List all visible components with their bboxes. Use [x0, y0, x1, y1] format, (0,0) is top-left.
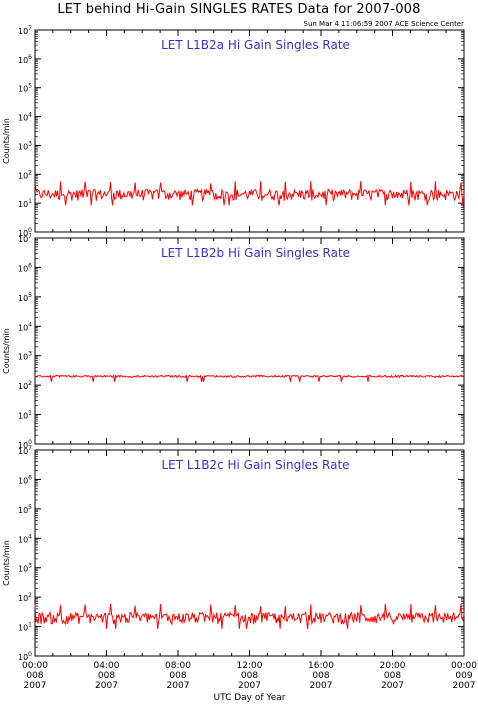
y-axis-label: Counts/min: [2, 540, 11, 586]
page-title: LET behind Hi-Gain SINGLES RATES Data fo…: [57, 2, 421, 17]
x-tick-time: 20:00: [380, 661, 406, 671]
x-tick-time: 16:00: [308, 661, 334, 671]
y-tick-label: 106: [18, 262, 32, 273]
y-tick-label: 104: [18, 321, 32, 332]
y-tick-label: 101: [18, 622, 32, 633]
plot-frame-1: [34, 29, 465, 233]
x-tick-doy: 008: [384, 671, 401, 681]
rate-trace-3: [34, 603, 465, 629]
y-tick-label: 102: [18, 169, 32, 180]
x-tick-doy: 008: [26, 671, 43, 681]
x-tick-year: 2007: [24, 681, 47, 691]
x-tick-year: 2007: [95, 681, 118, 691]
y-tick-label: 106: [18, 54, 32, 65]
y-axis-label: Counts/min: [2, 118, 11, 164]
x-tick-doy: 008: [98, 671, 115, 681]
x-tick-time: 00:00: [22, 661, 48, 671]
y-tick-label: 100: [18, 439, 32, 450]
rate-trace-1: [34, 181, 465, 206]
y-tick-label: 103: [18, 351, 32, 362]
y-tick-label: 107: [18, 233, 32, 244]
x-tick-doy: 009: [455, 671, 472, 681]
panel-title-2: LET L1B2b Hi Gain Singles Rate: [161, 246, 350, 260]
y-tick-label: 107: [18, 445, 32, 456]
y-tick-label: 106: [18, 474, 32, 485]
y-tick-label: 101: [18, 198, 32, 209]
x-tick-doy: 008: [312, 671, 329, 681]
y-tick-label: 105: [18, 504, 32, 515]
x-tick-doy: 008: [169, 671, 186, 681]
y-tick-label: 104: [18, 112, 32, 123]
x-tick-year: 2007: [453, 681, 476, 691]
y-tick-label: 101: [18, 410, 32, 421]
y-tick-label: 102: [18, 592, 32, 603]
x-tick-year: 2007: [381, 681, 404, 691]
y-tick-label: 107: [18, 25, 32, 36]
panel-title-1: LET L1B2a Hi Gain Singles Rate: [161, 38, 350, 52]
plot-frame-2: [34, 237, 465, 445]
x-tick-time: 08:00: [165, 661, 191, 671]
y-tick-label: 103: [18, 140, 32, 151]
plot-frame-3: [34, 449, 465, 657]
x-tick-year: 2007: [238, 681, 261, 691]
x-tick-time: 00:00: [451, 661, 477, 671]
rate-trace-2: [34, 374, 465, 382]
x-tick-time: 12:00: [237, 661, 263, 671]
y-tick-label: 104: [18, 533, 32, 544]
y-tick-label: 105: [18, 83, 32, 94]
x-tick-year: 2007: [167, 681, 190, 691]
x-tick-time: 04:00: [94, 661, 120, 671]
y-axis-label: Counts/min: [2, 328, 11, 374]
panel-title-3: LET L1B2c Hi Gain Singles Rate: [161, 458, 349, 472]
y-tick-label: 105: [18, 292, 32, 303]
y-tick-label: 100: [18, 651, 32, 662]
y-tick-label: 102: [18, 380, 32, 391]
x-axis-label: UTC Day of Year: [214, 693, 286, 703]
y-tick-label: 100: [18, 227, 32, 238]
y-tick-label: 103: [18, 563, 32, 574]
x-tick-year: 2007: [310, 681, 333, 691]
generation-timestamp: Sun Mar 4 11:06:59 2007 ACE Science Cent…: [303, 20, 464, 28]
x-tick-doy: 008: [241, 671, 258, 681]
